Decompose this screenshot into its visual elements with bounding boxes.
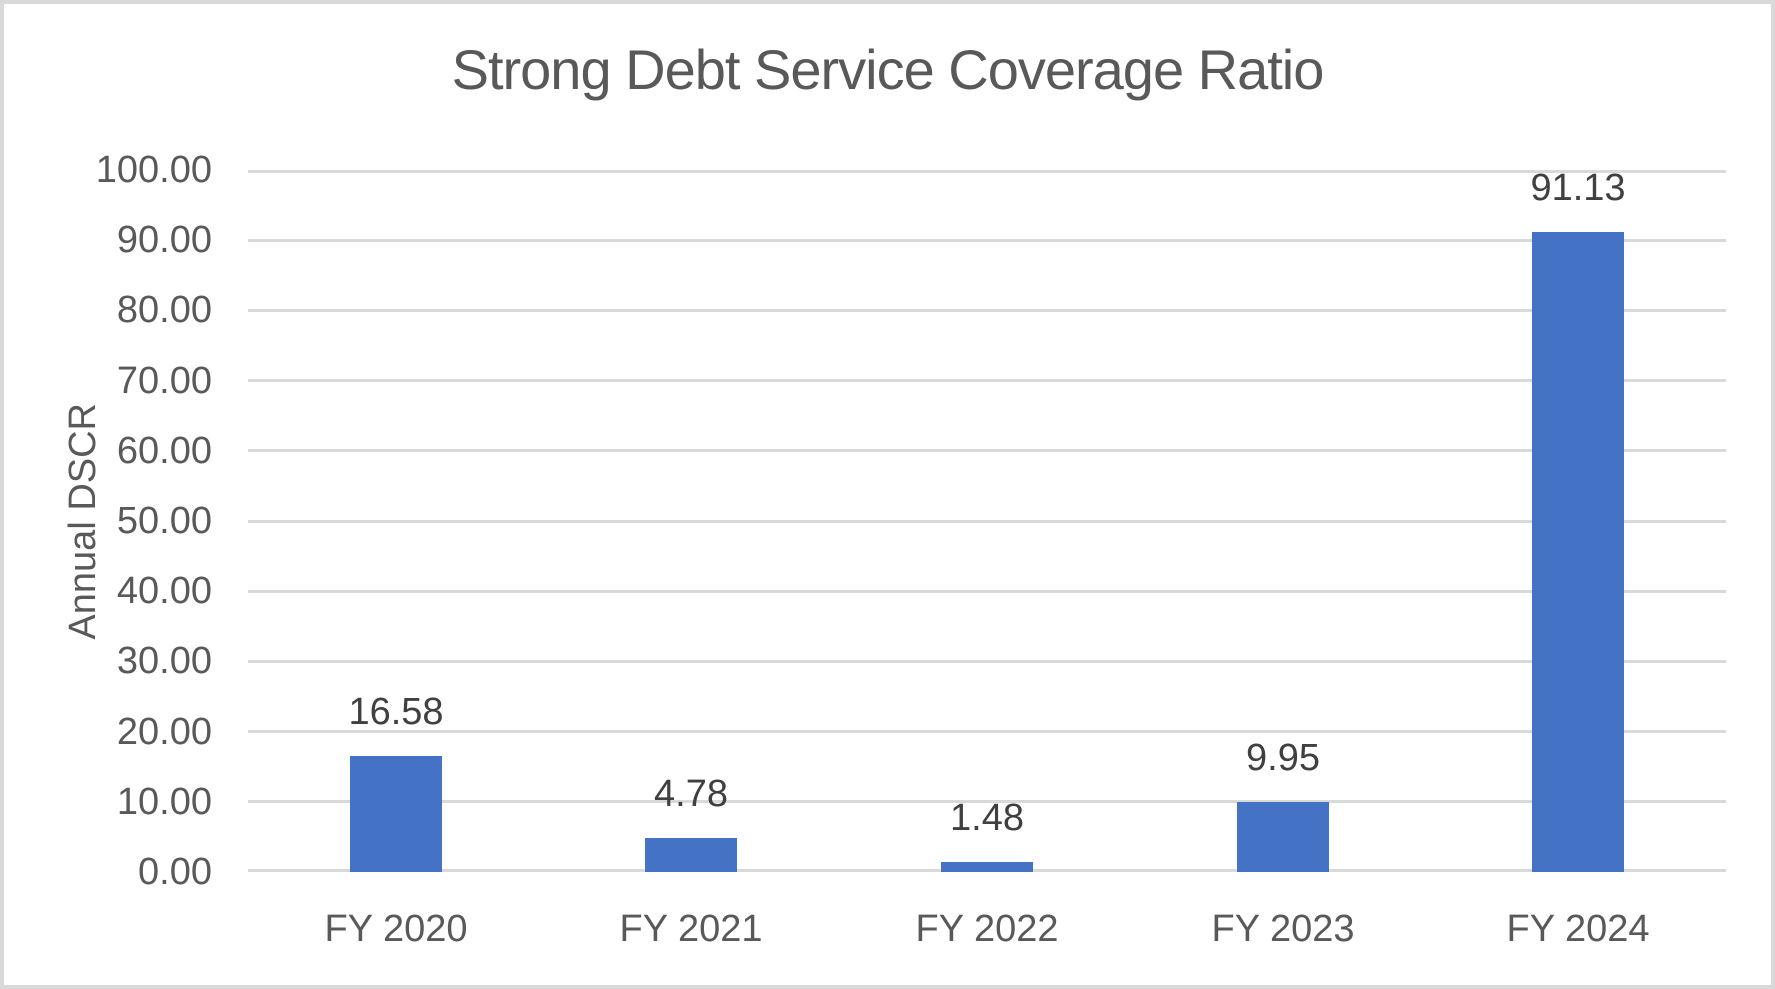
bar-fy-2022: [941, 862, 1033, 872]
gridline: [248, 730, 1726, 733]
bar-fy-2021: [645, 838, 737, 872]
bar-fy-2024: [1532, 232, 1624, 872]
gridline: [248, 309, 1726, 312]
x-axis-label: FY 2022: [915, 908, 1059, 950]
bar-value-label: 16.58: [348, 691, 444, 733]
x-axis-label: FY 2023: [1211, 908, 1355, 950]
y-tick-label: 0.00: [138, 851, 212, 893]
y-tick-label: 10.00: [116, 781, 212, 823]
gridline: [248, 520, 1726, 523]
gridline: [248, 800, 1726, 803]
plot-area: 16.58 4.78 1.48 9.95 91.13: [248, 167, 1726, 872]
gridline: [248, 660, 1726, 663]
bar-fy-2023: [1237, 802, 1329, 872]
x-axis-label: FY 2021: [619, 908, 763, 950]
y-tick-label: 80.00: [116, 289, 212, 331]
y-tick-label: 30.00: [116, 640, 212, 682]
x-axis-label: FY 2020: [324, 908, 468, 950]
bar-value-label: 4.78: [654, 773, 728, 815]
bar-fy-2020: [350, 756, 442, 872]
chart-title: Strong Debt Service Coverage Ratio: [451, 38, 1325, 101]
bar-value-label: 9.95: [1246, 737, 1320, 779]
x-axis-label: FY 2024: [1506, 908, 1650, 950]
gridline: [248, 449, 1726, 452]
y-tick-label: 70.00: [116, 360, 212, 402]
gridline: [248, 379, 1726, 382]
gridline: [248, 239, 1726, 242]
gridline: [248, 170, 1726, 173]
y-tick-label: 100.00: [95, 149, 212, 191]
bar-value-label: 91.13: [1530, 167, 1626, 209]
bar-value-label: 1.48: [950, 797, 1024, 839]
y-tick-label: 20.00: [116, 711, 212, 753]
y-tick-label: 90.00: [116, 219, 212, 261]
gridline: [248, 590, 1726, 593]
y-tick-label: 50.00: [116, 500, 212, 542]
y-tick-label: 60.00: [116, 430, 212, 472]
y-tick-label: 40.00: [116, 570, 212, 612]
